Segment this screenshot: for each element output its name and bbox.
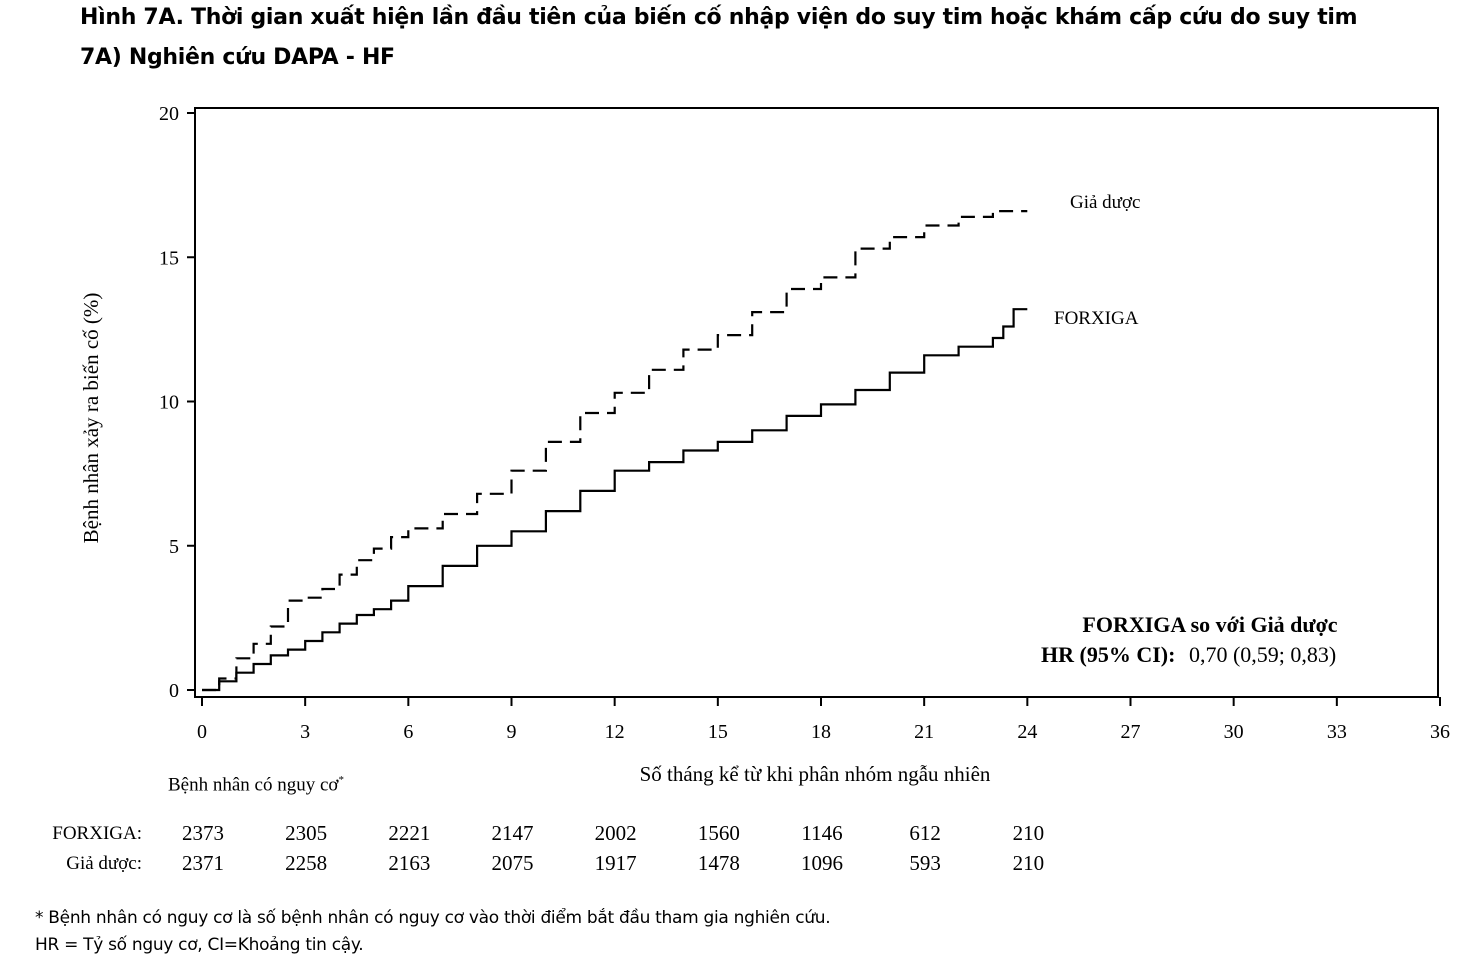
- y-tick-label: 0: [169, 680, 179, 702]
- x-tick-label: 18: [811, 721, 831, 743]
- x-tick-label: 24: [1017, 721, 1037, 743]
- y-tick-label: 15: [159, 247, 179, 269]
- x-axis-label: Số tháng kể từ khi phân nhóm ngẫu nhiên: [640, 762, 991, 786]
- risk-cell: 1917: [594, 851, 637, 875]
- risk-table-header-text: Bệnh nhân có nguy cơ: [168, 774, 339, 796]
- x-tick-label: 15: [708, 721, 728, 743]
- risk-row-label: Giả dược:: [66, 853, 142, 874]
- footnote-2: HR = Tỷ số nguy cơ, CI=Khoảng tin cậy.: [35, 935, 364, 955]
- risk-cell: 2075: [491, 851, 534, 875]
- figure-title-line2: 7A) Nghiên cứu DAPA - HF: [80, 45, 395, 70]
- annotation-hr: HR (95% CI): 0,70 (0,59; 0,83): [1041, 642, 1336, 667]
- risk-cell: 2371: [182, 851, 224, 875]
- x-tick-label: 33: [1327, 721, 1347, 743]
- risk-cell: 612: [909, 821, 941, 845]
- risk-cell: 1096: [801, 851, 843, 875]
- risk-cell: 2002: [594, 821, 637, 845]
- y-tick-label: 10: [159, 392, 179, 414]
- risk-cell: 1146: [801, 821, 843, 845]
- y-tick-label: 20: [159, 103, 179, 125]
- annotation-hr-label: HR (95% CI):: [1041, 642, 1175, 667]
- x-tick-label: 3: [300, 721, 310, 743]
- x-tick-label: 9: [507, 721, 517, 743]
- risk-cell: 1478: [697, 851, 740, 875]
- risk-cell: 2163: [388, 851, 431, 875]
- y-axis-label: Bệnh nhân xảy ra biến cố (%): [79, 293, 103, 544]
- risk-cell: 1560: [697, 821, 740, 845]
- y-tick-label: 5: [169, 536, 179, 558]
- x-tick-label: 36: [1430, 721, 1450, 743]
- x-tick-label: 0: [197, 721, 207, 743]
- annotation-hr-value: 0,70 (0,59; 0,83): [1189, 642, 1336, 667]
- risk-row-label: FORXIGA:: [52, 823, 142, 844]
- x-tick-label: 27: [1121, 721, 1141, 743]
- risk-cell: 2305: [285, 821, 328, 845]
- series-label-forxiga: FORXIGA: [1054, 308, 1139, 329]
- risk-cell: 2221: [388, 821, 431, 845]
- footnote-1: * Bệnh nhân có nguy cơ là số bệnh nhân c…: [35, 908, 831, 928]
- series-label-placebo: Giả dược: [1070, 192, 1140, 213]
- risk-cell: 593: [909, 851, 941, 875]
- risk-cell: 2258: [285, 851, 328, 875]
- x-tick-label: 21: [914, 721, 934, 743]
- figure-title-line1: Hình 7A. Thời gian xuất hiện lần đầu tiê…: [80, 5, 1358, 30]
- series-line-forxiga: [202, 308, 1028, 692]
- risk-table-header: Bệnh nhân có nguy cơ*: [168, 774, 344, 796]
- x-tick-label: 6: [403, 721, 413, 743]
- series-line-placebo: [202, 210, 1028, 692]
- risk-cell: 2147: [491, 821, 534, 845]
- x-tick-label: 30: [1224, 721, 1244, 743]
- annotation-title: FORXIGA so với Giả dược: [1082, 612, 1337, 637]
- x-tick-label: 12: [605, 721, 625, 743]
- risk-cell: 210: [1012, 851, 1045, 875]
- risk-cell: 210: [1012, 821, 1045, 845]
- risk-cell: 2373: [182, 821, 224, 845]
- risk-table-header-mark: *: [338, 774, 344, 786]
